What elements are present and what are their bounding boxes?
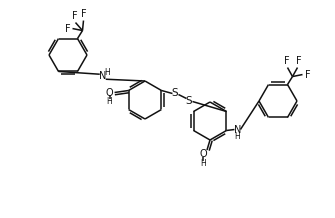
Text: S: S [171,89,178,99]
Text: N: N [99,71,107,81]
Text: O: O [106,87,113,97]
Text: F: F [72,10,77,20]
Text: N: N [234,124,241,135]
Text: O: O [199,149,207,159]
Text: F: F [305,70,310,80]
Text: H: H [234,132,240,141]
Text: H: H [200,158,206,167]
Text: H: H [104,68,110,77]
Text: F: F [296,56,301,66]
Text: S: S [185,95,192,106]
Text: F: F [284,56,289,66]
Text: H: H [107,97,113,106]
Text: F: F [81,9,86,19]
Text: F: F [65,24,70,34]
